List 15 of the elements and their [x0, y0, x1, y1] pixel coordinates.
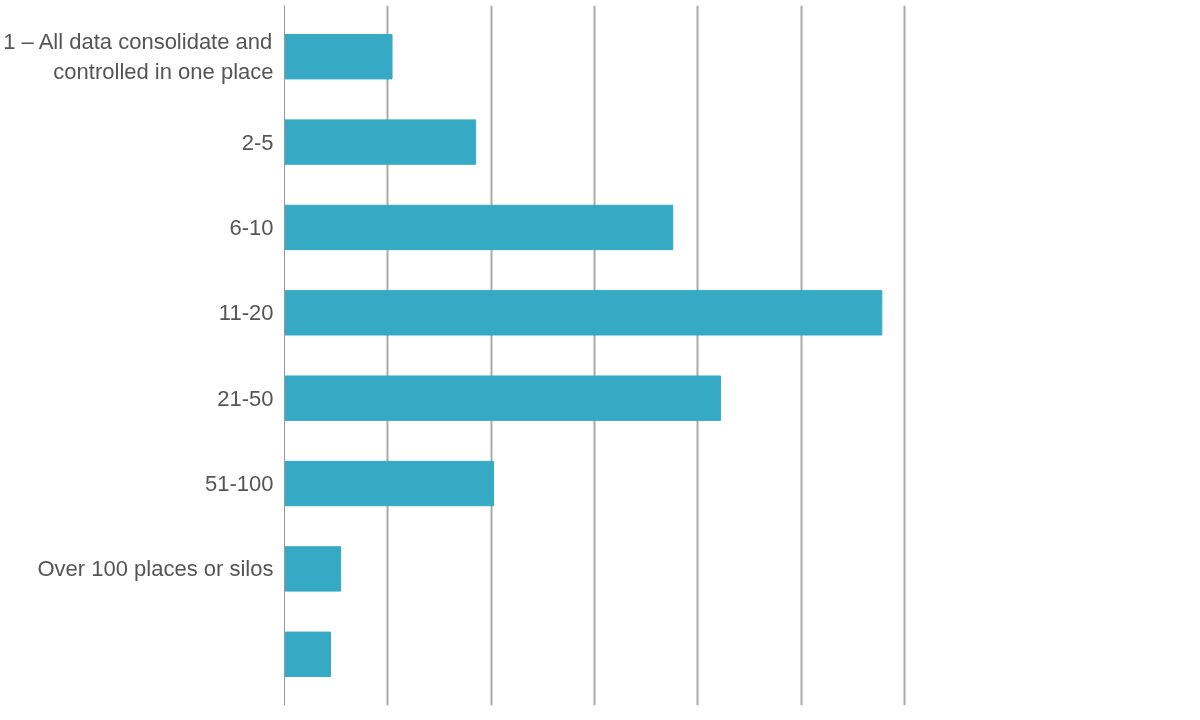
y-tick-label: 1 – All data consolidate and controlled in one place [3, 29, 274, 85]
bar [284, 460, 495, 507]
bar [284, 34, 393, 80]
bar [284, 290, 883, 336]
bar [284, 375, 722, 421]
bar [284, 119, 477, 165]
y-tick-label: 11-20 [218, 300, 274, 326]
bar [284, 631, 331, 677]
y-tick-label: 21-50 [217, 385, 274, 411]
y-tick-label: Over 100 places or silos [37, 556, 274, 582]
y-tick-label: 51-100 [205, 471, 274, 497]
bar [284, 546, 342, 592]
y-tick-label: 6-10 [229, 214, 274, 240]
bar [284, 204, 674, 251]
y-tick-label: 2-5 [241, 129, 274, 155]
